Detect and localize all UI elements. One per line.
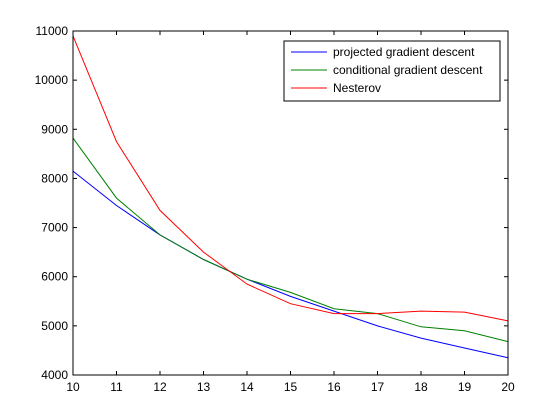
- x-tick-label: 11: [110, 380, 123, 394]
- series-line-2: [72, 35, 509, 322]
- x-tick-label: 12: [153, 380, 167, 394]
- series-line-0: [72, 170, 509, 359]
- legend: projected gradient descent conditional gr…: [283, 40, 501, 102]
- legend-label: conditional gradient descent: [333, 63, 483, 77]
- series-layer: [72, 35, 509, 359]
- y-tick-label: 5000: [41, 319, 68, 333]
- y-tick-label: 11000: [36, 24, 69, 38]
- axes-layer: 10 11 12 13 14 15 16 17 18 19 20 4000 5000 6000 7000 80…: [35, 24, 515, 394]
- series-line-1: [72, 137, 509, 343]
- x-tick-label: 14: [240, 380, 254, 394]
- x-tick-label: 16: [327, 380, 341, 394]
- y-tick-label: 9000: [41, 122, 68, 136]
- x-tick-label: 18: [414, 380, 428, 394]
- y-tick-label: 4000: [41, 368, 68, 382]
- legend-items: projected gradient descent conditional gr…: [291, 45, 483, 95]
- x-tick-label: 19: [458, 380, 472, 394]
- x-tick-label: 15: [284, 380, 298, 394]
- legend-box: [283, 40, 501, 102]
- y-tick-label: 8000: [41, 171, 68, 185]
- x-tick-label: 10: [66, 380, 80, 394]
- y-tick-label: 10000: [35, 73, 69, 87]
- y-tick-label: 6000: [41, 270, 68, 284]
- x-tick-label: 13: [197, 380, 211, 394]
- legend-label: projected gradient descent: [333, 45, 475, 59]
- y-tick-label: 7000: [41, 221, 68, 235]
- legend-label: Nesterov: [333, 81, 381, 95]
- x-tick-label: 17: [371, 380, 385, 394]
- x-tick-label: 20: [501, 380, 515, 394]
